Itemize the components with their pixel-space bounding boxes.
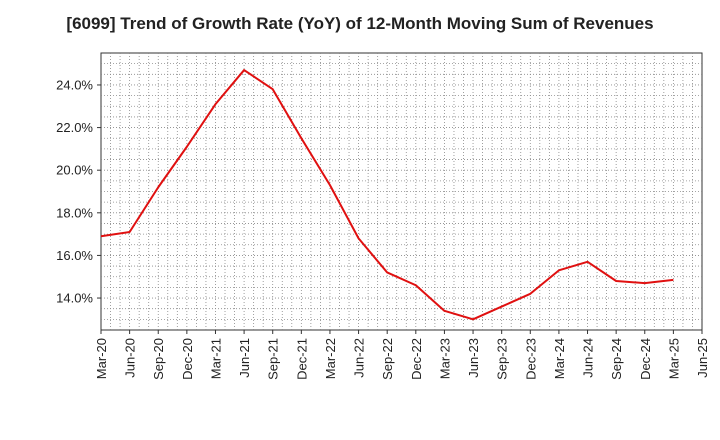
- x-tick-label: Jun-20: [123, 338, 138, 378]
- y-tick-label: 14.0%: [56, 291, 93, 306]
- x-tick-label: Dec-21: [294, 338, 309, 380]
- x-tick-label: Dec-22: [409, 338, 424, 380]
- y-tick-label: 16.0%: [56, 248, 93, 263]
- x-tick-label: Sep-23: [495, 338, 510, 380]
- y-tick-label: 20.0%: [56, 163, 93, 178]
- x-tick-label: Sep-24: [609, 338, 624, 380]
- x-tick-label: Mar-23: [437, 338, 452, 379]
- x-tick-label: Dec-24: [638, 338, 653, 380]
- x-tick-label: Sep-21: [266, 338, 281, 380]
- x-tick-label: Jun-23: [466, 338, 481, 378]
- x-tick-label: Mar-22: [323, 338, 338, 379]
- x-tick-label: Mar-24: [552, 338, 567, 379]
- y-tick-label: 18.0%: [56, 205, 93, 220]
- y-tick-label: 22.0%: [56, 120, 93, 135]
- y-axis-ticks: 14.0% 16.0% 18.0% 20.0% 22.0% 24.0%: [56, 77, 101, 306]
- x-axis-ticks: Mar-20 Jun-20 Sep-20 Dec-20 Mar-21 Jun-21 Sep-…: [94, 330, 710, 380]
- series-line: [100, 69, 674, 321]
- x-tick-label: Dec-23: [523, 338, 538, 380]
- y-tick-label: 24.0%: [56, 77, 93, 92]
- series-layer: [100, 69, 674, 321]
- x-tick-label: Mar-20: [94, 338, 109, 379]
- grid-layer: [101, 53, 702, 330]
- chart-title: [6099] Trend of Growth Rate (YoY) of 12-…: [66, 14, 654, 33]
- x-tick-label: Jun-22: [352, 338, 367, 378]
- x-tick-label: Sep-22: [380, 338, 395, 380]
- x-tick-label: Mar-21: [208, 338, 223, 379]
- x-tick-label: Jun-21: [237, 338, 252, 378]
- x-tick-label: Jun-25: [695, 338, 710, 378]
- x-tick-label: Jun-24: [581, 338, 596, 378]
- x-tick-label: Dec-20: [180, 338, 195, 380]
- x-tick-label: Mar-25: [666, 338, 681, 379]
- x-tick-label: Sep-20: [151, 338, 166, 380]
